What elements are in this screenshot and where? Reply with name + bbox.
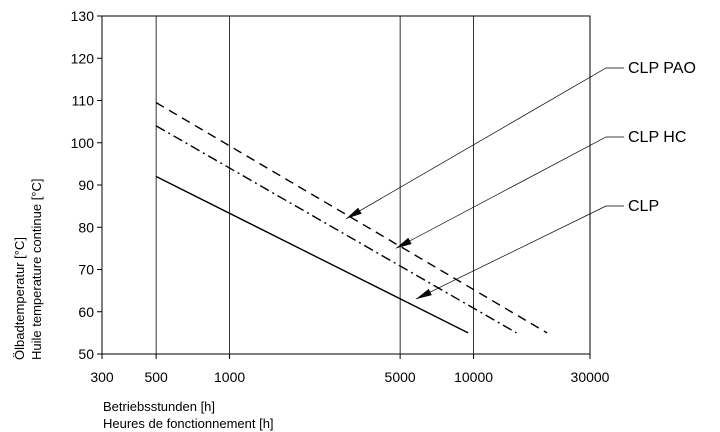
grid: [155, 16, 474, 354]
series-line-clp-hc: [155, 125, 517, 334]
x-tick-label: 500: [144, 369, 168, 385]
series-label-clp: CLP: [628, 198, 659, 215]
leader-line-clp: [415, 205, 624, 300]
y-tick-label: 50: [78, 346, 94, 362]
y-tick-label: 110: [72, 93, 95, 109]
arrowhead-clp-hc: [395, 237, 412, 249]
leader-line-clp-pao: [345, 67, 624, 220]
y-axis-label-de: Ölbadtemperatur [°C]: [12, 237, 27, 360]
y-axis-label-fr: Huile temperature continue [°C]: [29, 178, 44, 360]
series-label-clp-hc: CLP HC: [628, 129, 686, 146]
y-tick-label: 130: [71, 8, 95, 24]
leader-line-clp-hc: [395, 136, 624, 249]
arrowhead-clp-pao: [346, 207, 362, 219]
series-line-clp: [155, 175, 469, 334]
y-tick-label: 70: [78, 262, 94, 278]
x-tick-label: 10000: [454, 369, 493, 385]
series: [155, 102, 548, 334]
x-tick-label: 5000: [385, 369, 416, 385]
y-tick-label: 60: [78, 304, 94, 320]
series-labels: CLP PAO CLP HC CLP: [345, 60, 696, 300]
ticks: 300 500 1000 5000 10000 30000 50 60 70 80 90 100 110…: [71, 8, 610, 385]
x-axis-label-de: Betriebsstunden [h]: [103, 399, 215, 414]
y-tick-label: 80: [78, 219, 94, 235]
x-tick-label: 1000: [214, 369, 245, 385]
y-tick-label: 90: [78, 177, 94, 193]
x-axis-label-fr: Heures de fonctionnement [h]: [103, 416, 274, 431]
series-line-clp-pao: [155, 102, 548, 334]
x-tick-label: 30000: [571, 369, 610, 385]
plot-frame: [101, 15, 591, 355]
arrowhead-clp: [415, 288, 432, 300]
x-tick-label: 300: [90, 369, 114, 385]
y-tick-label: 120: [71, 50, 95, 66]
y-tick-label: 100: [71, 135, 95, 151]
series-label-clp-pao: CLP PAO: [628, 60, 696, 77]
